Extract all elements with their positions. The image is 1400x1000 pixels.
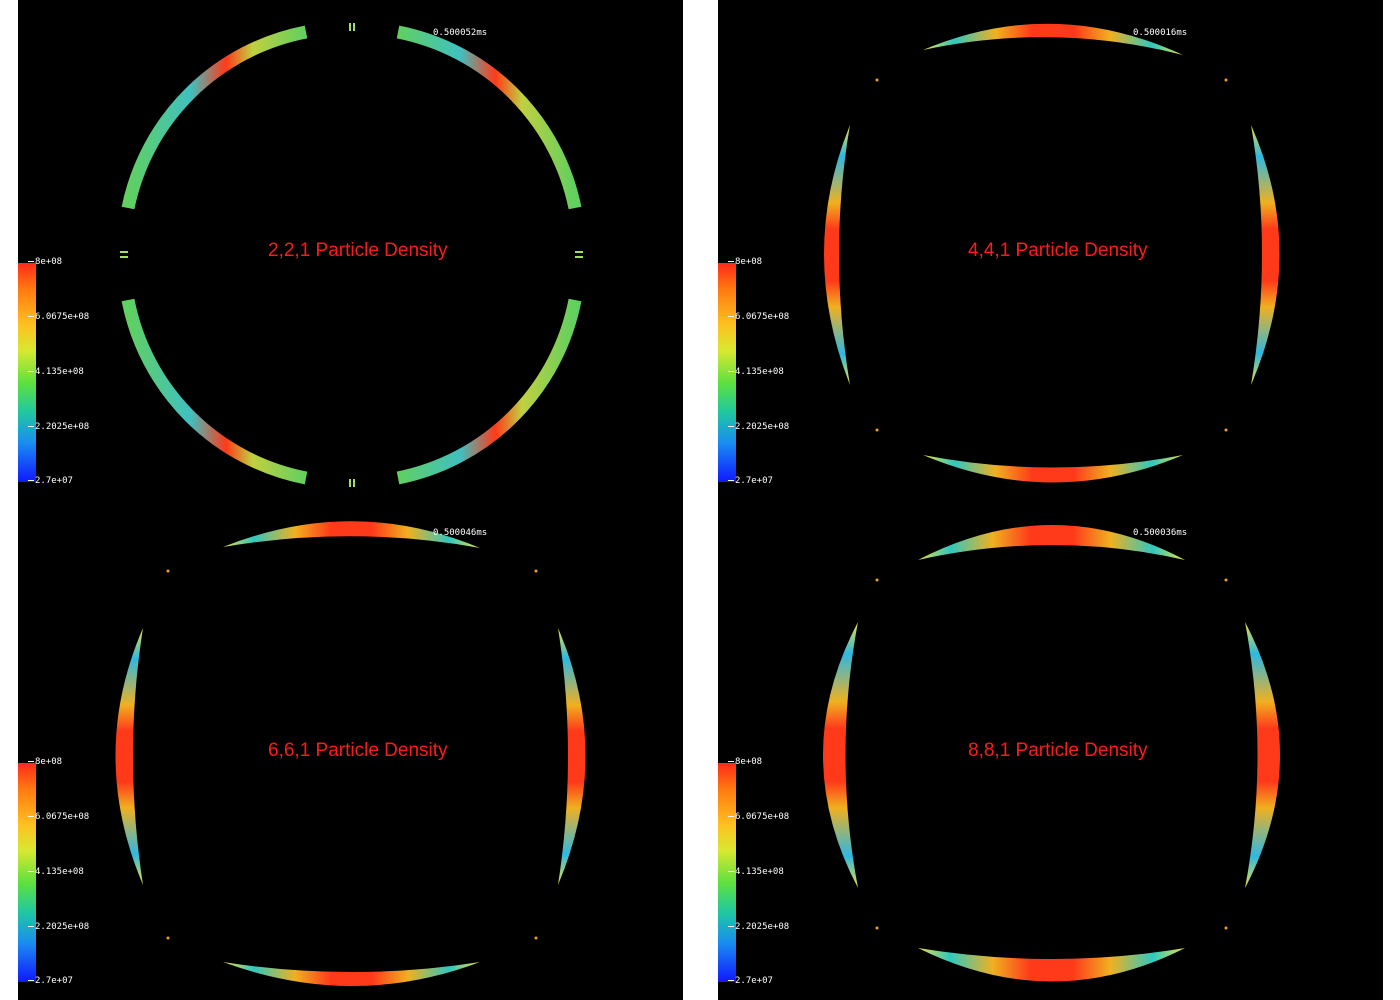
band-bottom — [923, 455, 1183, 483]
band-top — [923, 23, 1183, 55]
colorbar-tick: 6.0675e+08 — [728, 312, 789, 322]
density-plot — [823, 525, 1280, 982]
band-bottom — [918, 948, 1185, 982]
density-plot — [115, 521, 586, 986]
colorbar-tick: 2.2025e+08 — [28, 422, 89, 432]
density-plot — [120, 23, 583, 487]
colorbar-tick-max: 8e+08 — [28, 257, 62, 267]
colorbar-tick: 2.2025e+08 — [728, 422, 789, 432]
density-panel-4-4-1: 4,4,1 Particle Density 0.500016ms 8e+08 … — [718, 0, 1383, 500]
ring-segment-top-left — [121, 25, 308, 210]
colorbar-tick-max: 8e+08 — [728, 757, 762, 767]
colorbar-tick-min: 2.7e+07 — [728, 476, 773, 486]
marker-top — [349, 23, 351, 31]
colorbar-tick: 4.135e+08 — [728, 367, 784, 377]
band-top — [918, 525, 1185, 560]
time-label: 0.500052ms — [433, 28, 488, 38]
marker-right — [575, 251, 583, 253]
colorbar-tick: 4.135e+08 — [728, 867, 784, 877]
time-label: 0.500016ms — [1133, 28, 1188, 38]
band-left — [824, 125, 850, 385]
density-panel-2-2-1: 2,2,1 Particle Density 0.500052ms 8e+08 … — [18, 0, 683, 500]
colorbar-tick: 6.0675e+08 — [728, 812, 789, 822]
colorbar-tick-min: 2.7e+07 — [728, 976, 773, 986]
panel-title: 6,6,1 Particle Density — [268, 740, 448, 761]
ring-segment-top-right — [396, 25, 582, 210]
density-plot — [824, 23, 1280, 483]
band-left — [115, 628, 143, 885]
time-label: 0.500036ms — [1133, 528, 1188, 538]
band-right — [558, 628, 586, 885]
panel-title: 2,2,1 Particle Density — [268, 240, 448, 261]
band-right — [1251, 125, 1280, 385]
panel-title: 4,4,1 Particle Density — [968, 240, 1148, 261]
colorbar-tick: 4.135e+08 — [28, 867, 84, 877]
band-top — [223, 521, 480, 548]
colorbar-tick: 2.2025e+08 — [28, 922, 89, 932]
ring-segment-bottom-left — [121, 298, 308, 485]
band-right — [1245, 622, 1280, 888]
panel-title: 8,8,1 Particle Density — [968, 740, 1148, 761]
marker-bottom — [349, 479, 351, 487]
marker-left — [120, 251, 128, 253]
colorbar-tick: 2.2025e+08 — [728, 922, 789, 932]
colorbar-tick-min: 2.7e+07 — [28, 976, 73, 986]
density-panel-8-8-1: 8,8,1 Particle Density 0.500036ms 8e+08 … — [718, 500, 1383, 1000]
colorbar-tick: 6.0675e+08 — [28, 812, 89, 822]
colorbar-tick-min: 2.7e+07 — [28, 476, 73, 486]
colorbar-tick: 6.0675e+08 — [28, 312, 89, 322]
colorbar-tick: 4.135e+08 — [28, 367, 84, 377]
colorbar-tick-max: 8e+08 — [28, 757, 62, 767]
ring-segment-bottom-right — [396, 298, 582, 485]
colorbar-tick-max: 8e+08 — [728, 257, 762, 267]
time-label: 0.500046ms — [433, 528, 488, 538]
band-left — [823, 622, 858, 888]
band-bottom — [223, 962, 480, 986]
density-panel-6-6-1: 6,6,1 Particle Density 0.500046ms 8e+08 … — [18, 500, 683, 1000]
